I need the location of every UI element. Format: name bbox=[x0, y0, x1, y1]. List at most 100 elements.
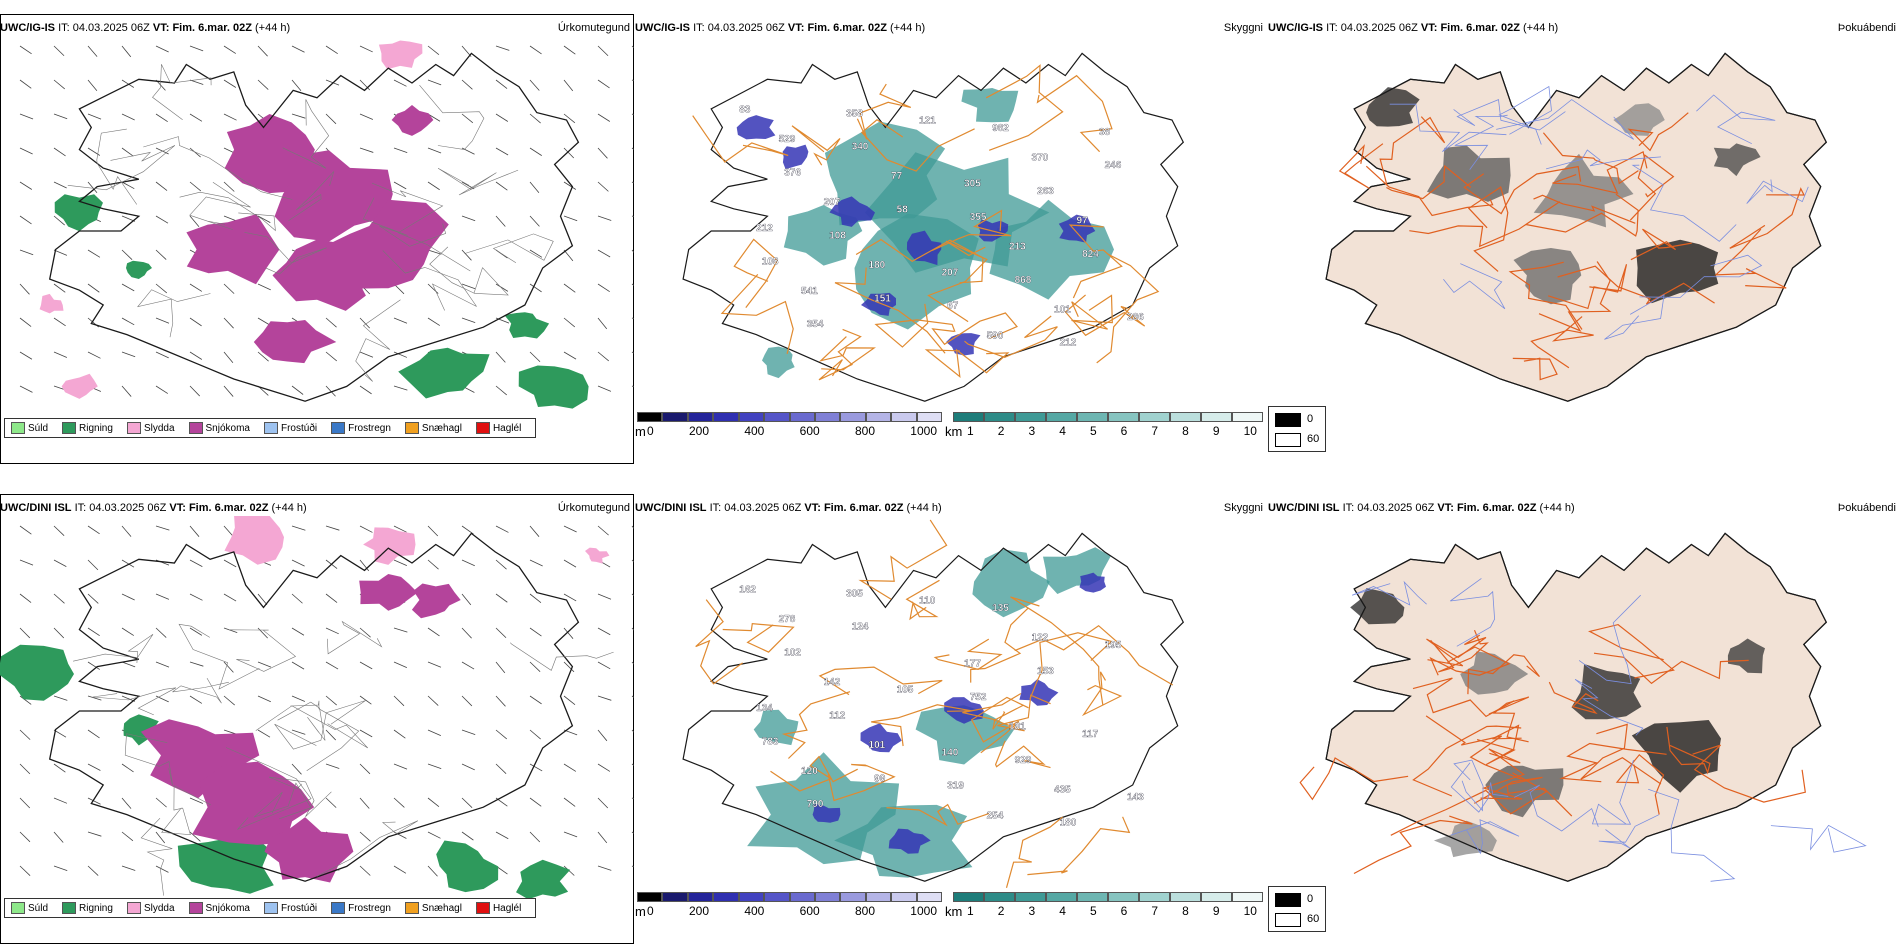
m-tick-labels: 0 200 400 600 800 1000 bbox=[647, 904, 937, 918]
colorbar-step bbox=[713, 892, 739, 902]
wind-barb bbox=[393, 525, 407, 533]
map-svg bbox=[1299, 532, 1867, 882]
wind-barb bbox=[291, 763, 302, 775]
wind-barb bbox=[121, 351, 136, 358]
wind-barb bbox=[87, 729, 100, 739]
wind-barb bbox=[19, 695, 32, 705]
it-label: IT: bbox=[1342, 502, 1355, 514]
road bbox=[1429, 646, 1511, 676]
legend-item: Frostregn bbox=[331, 902, 391, 914]
wind-barb bbox=[189, 385, 201, 397]
wind-barb bbox=[19, 79, 32, 89]
map-svg: 162 319 783 752 102 135 790 929 112 153 124 180 99 11… bbox=[682, 519, 1185, 888]
road bbox=[253, 782, 312, 820]
legend-label: Haglél bbox=[492, 422, 522, 434]
low-visibility-area bbox=[972, 549, 1050, 618]
river bbox=[1453, 759, 1484, 812]
road bbox=[1409, 201, 1561, 248]
wind-barb bbox=[529, 593, 542, 604]
wind-barb bbox=[291, 661, 305, 670]
tick-label: 5 bbox=[1089, 424, 1097, 438]
panel-type-title: Skyggni bbox=[1223, 22, 1263, 34]
model-name: UWC/IG-IS bbox=[0, 22, 55, 34]
km-tick-labels: 1 2 3 4 5 6 7 8 9 10 bbox=[967, 904, 1257, 918]
tick-label: 8 bbox=[1182, 424, 1189, 438]
wind-barb bbox=[631, 593, 634, 597]
wind-barb bbox=[359, 559, 370, 572]
legend-swatch bbox=[263, 422, 278, 434]
legend-swatch bbox=[331, 902, 346, 914]
river bbox=[1450, 762, 1509, 813]
road bbox=[464, 233, 554, 264]
wind-barb bbox=[121, 593, 135, 601]
rain-area bbox=[398, 347, 490, 399]
fog-visibility-area bbox=[906, 230, 942, 266]
road bbox=[927, 240, 988, 323]
road bbox=[67, 145, 176, 191]
wind-barb bbox=[291, 79, 302, 91]
panel-type-title: Úrkomutegund bbox=[557, 502, 630, 514]
road bbox=[161, 785, 211, 836]
wind-barb bbox=[87, 249, 101, 258]
visibility-value: 212 bbox=[756, 223, 773, 234]
rain-area bbox=[126, 260, 152, 279]
wind-barb bbox=[529, 559, 543, 567]
wind-barb bbox=[597, 351, 610, 362]
tick-label: 1 bbox=[967, 424, 974, 438]
wind-barb bbox=[461, 181, 475, 190]
legend-label: Snæhagl bbox=[421, 902, 462, 914]
visibility-value: 112 bbox=[829, 710, 846, 721]
wind-barb bbox=[121, 181, 135, 190]
legend-item: Snæhagl bbox=[404, 902, 462, 914]
wind-barb bbox=[155, 181, 168, 191]
wind-barb bbox=[529, 215, 540, 227]
colorbar-step bbox=[1046, 412, 1077, 422]
wind-barb bbox=[325, 45, 338, 55]
visibility-value: 305 bbox=[964, 179, 981, 190]
wind-barb bbox=[325, 695, 337, 706]
wind-barb bbox=[529, 249, 543, 258]
road bbox=[1463, 165, 1582, 215]
wind-barb bbox=[529, 181, 540, 194]
visibility-value: 142 bbox=[824, 677, 841, 688]
colorbar-step bbox=[1108, 892, 1139, 902]
wind-barb bbox=[19, 283, 30, 295]
road bbox=[1530, 316, 1594, 369]
colorbar-step bbox=[1170, 892, 1201, 902]
wind-barb bbox=[393, 79, 407, 87]
legend-label: Rigning bbox=[79, 902, 113, 914]
visibility-value: 77 bbox=[891, 171, 903, 182]
colorbar-step bbox=[865, 892, 892, 902]
road bbox=[290, 700, 360, 771]
visibility-value: 435 bbox=[1054, 784, 1071, 795]
wind-barb bbox=[461, 79, 473, 90]
wind-barb bbox=[495, 45, 510, 51]
vt-value: Fim. 6.mar. 02Z bbox=[1456, 502, 1537, 514]
legend-swatch bbox=[404, 422, 419, 434]
wind-barb bbox=[529, 729, 541, 740]
tick-label: 1 bbox=[967, 904, 974, 918]
legend-label: Frostúði bbox=[280, 902, 318, 914]
wind-barb bbox=[257, 627, 268, 639]
wind-barb bbox=[393, 317, 408, 324]
wind-barb bbox=[597, 147, 608, 159]
road bbox=[855, 238, 984, 284]
river bbox=[1639, 254, 1763, 298]
tick-label: 7 bbox=[1151, 424, 1159, 438]
tick-label: 600 bbox=[799, 904, 820, 918]
wind-barb bbox=[189, 695, 203, 704]
wind-barb bbox=[563, 525, 577, 533]
legend-swatch bbox=[11, 902, 25, 914]
wind-barb bbox=[121, 249, 133, 260]
wind-barb bbox=[427, 113, 441, 122]
road bbox=[1036, 74, 1113, 153]
wind-barb bbox=[597, 695, 612, 701]
wind-barb bbox=[223, 317, 234, 329]
visibility-value: 541 bbox=[801, 286, 818, 297]
visibility-value: 143 bbox=[1127, 792, 1144, 803]
wind-barb bbox=[461, 249, 472, 261]
road bbox=[1379, 116, 1446, 185]
road bbox=[962, 692, 1022, 730]
wind-barb bbox=[529, 525, 540, 537]
lead-time: (+44 h) bbox=[1539, 502, 1575, 514]
